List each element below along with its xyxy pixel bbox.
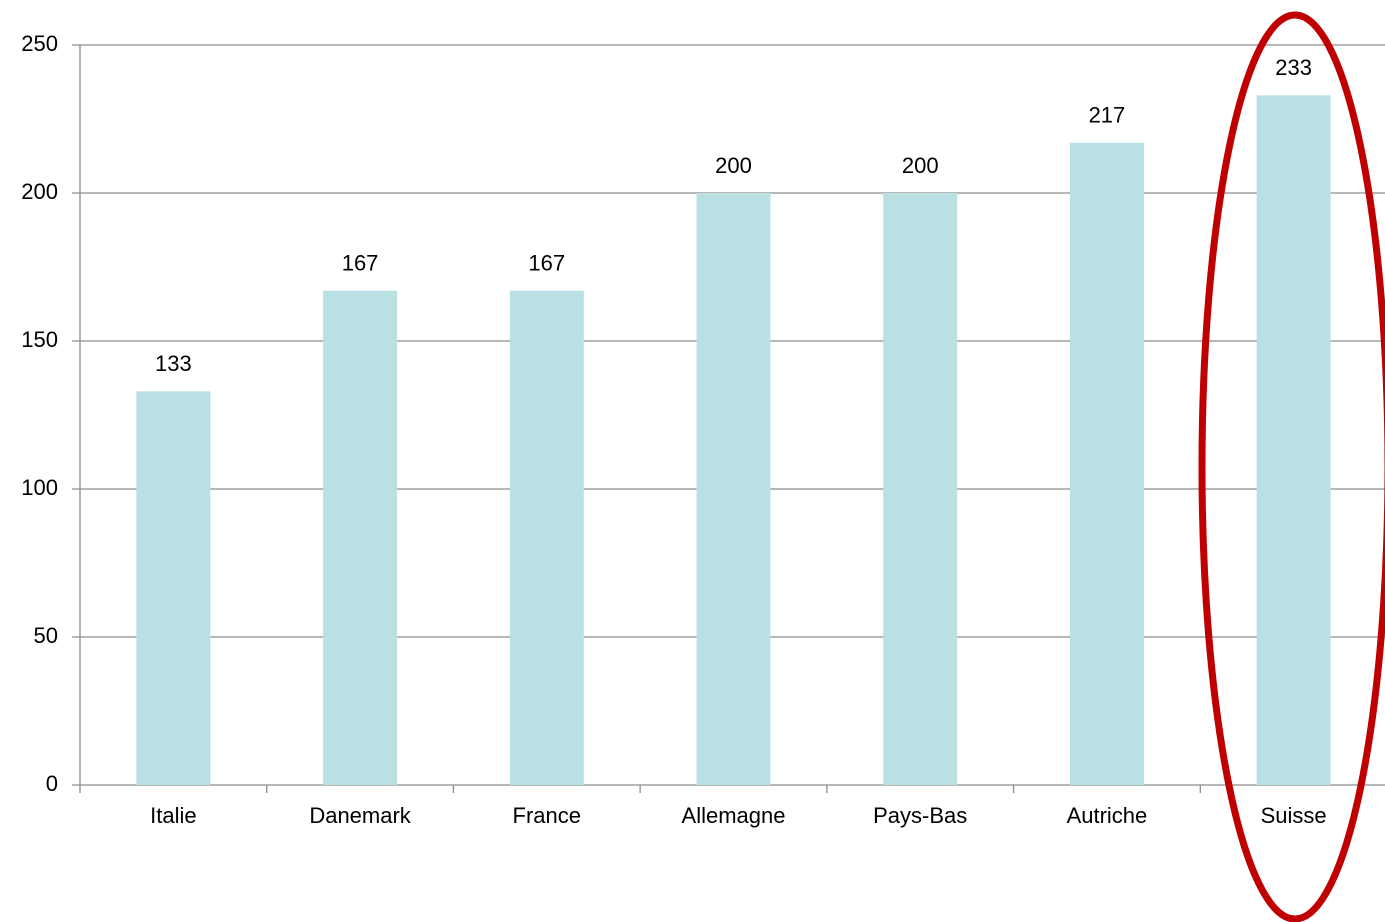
x-tick-label: Pays-Bas — [873, 803, 967, 828]
x-tick-label: Danemark — [309, 803, 411, 828]
y-tick-label: 200 — [21, 179, 58, 204]
x-tick-label: France — [513, 803, 581, 828]
bar — [509, 290, 584, 785]
y-tick-label: 250 — [21, 31, 58, 56]
data-label: 217 — [1089, 102, 1126, 127]
x-tick-label: Italie — [150, 803, 196, 828]
y-tick-label: 50 — [34, 623, 58, 648]
bar — [136, 391, 211, 785]
highlight-ellipse — [1198, 11, 1385, 922]
data-label: 167 — [342, 250, 379, 275]
data-label: 133 — [155, 351, 192, 376]
plot-area: 0 50 100 150 200 250 Italie 133 Danemark 167 Franc… — [21, 31, 1385, 828]
data-label: 233 — [1275, 55, 1312, 80]
data-label: 200 — [902, 153, 939, 178]
x-tick-label: Autriche — [1067, 803, 1148, 828]
bar — [883, 193, 958, 785]
bar — [323, 290, 398, 785]
data-label: 200 — [715, 153, 752, 178]
bar — [1069, 142, 1144, 785]
y-tick-label: 0 — [46, 771, 58, 796]
bar — [1256, 95, 1331, 785]
x-tick-label: Suisse — [1261, 803, 1327, 828]
y-tick-label: 100 — [21, 475, 58, 500]
bar — [696, 193, 771, 785]
data-label: 167 — [528, 250, 565, 275]
y-tick-label: 150 — [21, 327, 58, 352]
x-tick-label: Allemagne — [682, 803, 786, 828]
